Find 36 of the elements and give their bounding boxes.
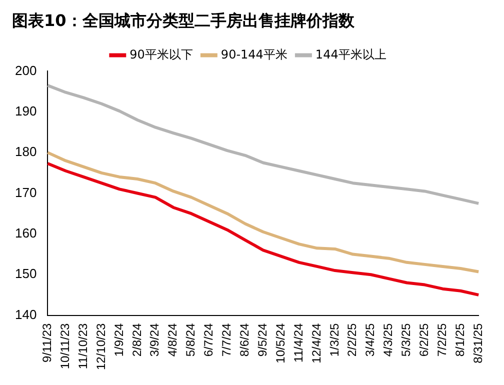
y-tick-label: 170 bbox=[14, 184, 37, 200]
x-tick-label: 4/3/25 bbox=[381, 322, 396, 357]
y-tick-label: 180 bbox=[14, 144, 37, 160]
x-tick-label: 5/8/24 bbox=[184, 322, 198, 357]
y-tick-label: 200 bbox=[14, 62, 37, 78]
x-tick-label: 1/9/24 bbox=[112, 322, 126, 357]
x-tick-label: 7/2/25 bbox=[435, 322, 450, 357]
x-tick-label: 9/5/24 bbox=[255, 322, 270, 357]
chart-title: 图表10：全国城市分类型二手房出售挂牌价指数 bbox=[12, 10, 356, 30]
x-tick-label: 11/4/24 bbox=[291, 322, 306, 362]
x-tick-label: 9/11/23 bbox=[40, 322, 54, 362]
x-tick-label: 8/1/25 bbox=[452, 322, 467, 357]
x-tick-label: 6/7/24 bbox=[202, 322, 216, 357]
legend-label: 90平米以下 bbox=[130, 47, 193, 62]
x-tick-label: 2/2/25 bbox=[345, 322, 360, 357]
x-tick-label: 10/5/24 bbox=[273, 322, 288, 364]
y-tick-label: 150 bbox=[14, 266, 37, 282]
legend-label: 144平米以上 bbox=[315, 47, 386, 62]
x-tick-label: 4/8/24 bbox=[166, 322, 180, 357]
y-tick-label: 160 bbox=[14, 226, 37, 241]
y-tick-label: 140 bbox=[14, 306, 37, 322]
x-tick-label: 1/3/25 bbox=[327, 322, 342, 357]
x-tick-label: 3/4/25 bbox=[363, 322, 378, 357]
legend-label: 90-144平米 bbox=[220, 47, 288, 62]
x-tick-label: 12/10/23 bbox=[94, 322, 108, 370]
x-tick-label: 5/3/25 bbox=[399, 322, 414, 357]
x-tick-label: 7/7/24 bbox=[220, 322, 234, 357]
x-tick-label: 12/4/24 bbox=[309, 322, 324, 364]
y-tick-label: 190 bbox=[14, 103, 37, 118]
x-tick-label: 6/2/25 bbox=[417, 322, 432, 357]
x-tick-label: 8/6/24 bbox=[238, 322, 252, 357]
x-tick-label: 10/11/23 bbox=[58, 322, 72, 370]
x-tick-label: 8/31/25 bbox=[470, 322, 485, 364]
x-tick-label: 2/8/24 bbox=[130, 322, 144, 357]
x-tick-label: 3/9/24 bbox=[148, 322, 162, 357]
x-tick-label: 11/10/23 bbox=[76, 322, 90, 370]
